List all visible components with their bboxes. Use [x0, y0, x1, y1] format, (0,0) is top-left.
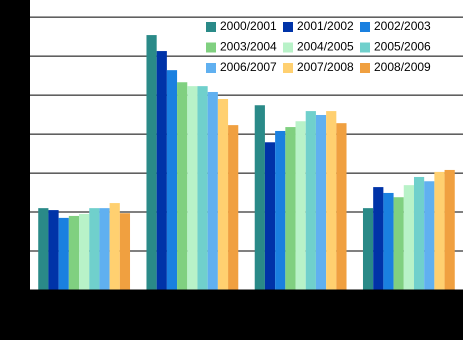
legend-swatch	[283, 22, 293, 32]
legend-swatch	[206, 22, 216, 32]
legend-swatch	[360, 63, 370, 73]
y-tick-label: 5	[17, 87, 24, 101]
bar	[38, 208, 49, 290]
legend-swatch	[283, 42, 293, 53]
bar	[403, 185, 414, 290]
legend-swatch	[283, 63, 293, 73]
bar	[285, 127, 296, 291]
bar	[89, 208, 100, 290]
bar	[413, 176, 425, 290]
legend-label: 2007/2008	[297, 60, 354, 74]
bar	[434, 171, 445, 290]
bar	[362, 208, 374, 290]
legend-label: 2008/2009	[374, 60, 431, 74]
bar	[444, 169, 455, 290]
y-tick-label: 6	[17, 48, 24, 62]
legend-label: 2000/2001	[220, 19, 277, 33]
bar	[336, 123, 347, 290]
legend-label: 2005/2006	[374, 40, 431, 54]
bar	[187, 86, 198, 290]
y-tick-label: 4	[17, 126, 24, 140]
legend-label: 2006/2007	[220, 60, 277, 74]
bar	[109, 203, 120, 290]
bar	[424, 181, 435, 290]
bar	[177, 82, 188, 290]
bar	[79, 213, 90, 290]
bar	[119, 213, 131, 290]
bar	[254, 105, 265, 290]
legend-label: 2001/2002	[297, 19, 354, 33]
bar	[326, 111, 337, 290]
legend-label: 2004/2005	[297, 40, 354, 54]
y-tick-label: 1	[17, 243, 24, 257]
bar	[48, 210, 59, 290]
bar	[393, 197, 404, 290]
bar	[264, 142, 276, 290]
y-tick-label: 7	[17, 9, 24, 23]
legend-swatch	[206, 63, 216, 73]
bar	[315, 114, 327, 290]
y-tick-label: 0	[17, 282, 24, 296]
bar	[99, 208, 110, 290]
bar	[305, 111, 316, 290]
bar	[207, 91, 218, 290]
bar	[58, 217, 69, 290]
bar	[156, 51, 167, 290]
bar	[228, 125, 239, 290]
bar	[197, 86, 208, 290]
bar	[146, 35, 157, 291]
y-tick-label: 3	[17, 165, 24, 179]
bar	[217, 99, 229, 291]
legend-swatch	[360, 22, 370, 32]
bar	[383, 192, 394, 290]
bar	[68, 215, 80, 290]
legend-swatch	[206, 42, 216, 53]
bar	[166, 70, 178, 291]
legend-label: 2003/2004	[220, 40, 277, 54]
bar	[295, 121, 306, 291]
legend-swatch	[360, 42, 370, 53]
legend-label: 2002/2003	[374, 19, 431, 33]
bar	[275, 130, 286, 290]
bar	[373, 187, 384, 290]
y-tick-label: 2	[17, 204, 24, 218]
